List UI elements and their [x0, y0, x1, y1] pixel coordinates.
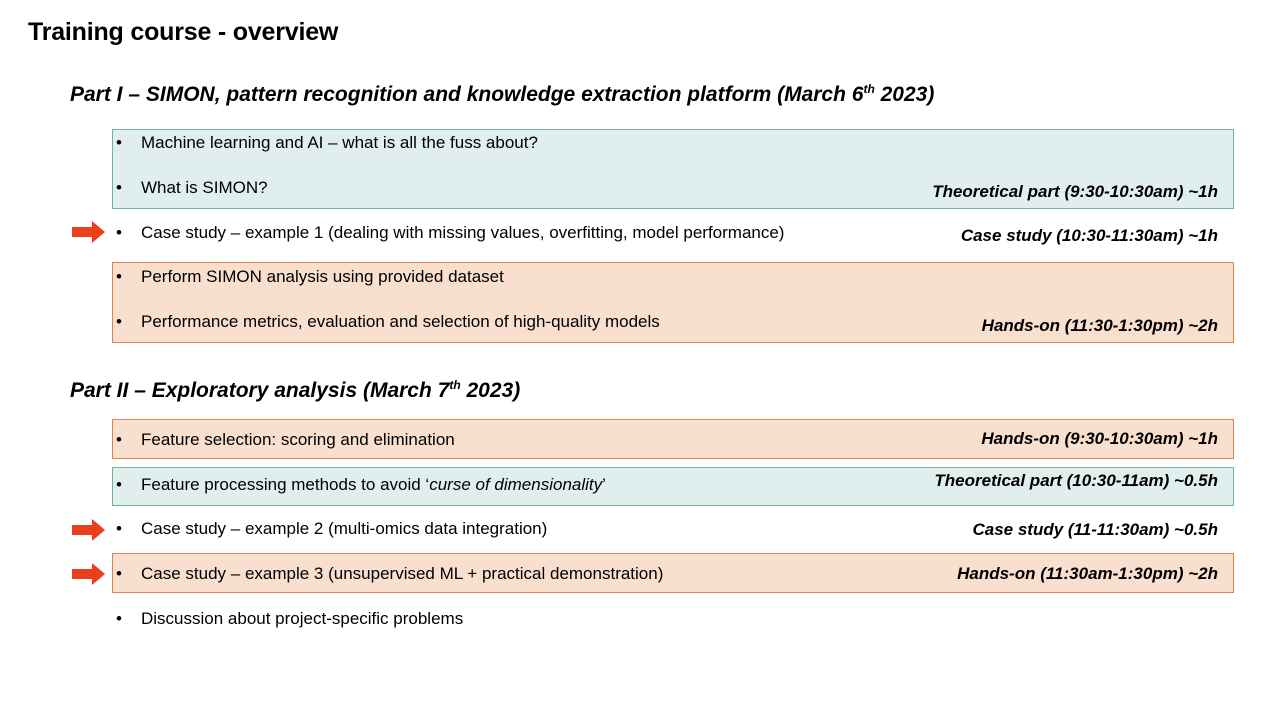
hands-on-note: Hands-on (9:30-10:30am) ~1h	[981, 429, 1218, 448]
list-item: • Performance metrics, evaluation and se…	[116, 311, 1226, 335]
item-text: Case study – example 1 (dealing with mis…	[141, 223, 785, 242]
item-text-pre: Feature processing methods to avoid ‘	[141, 475, 430, 494]
case-study-note: Case study (10:30-11:30am) ~1h	[960, 226, 1218, 245]
case-study-note: Case study (11-11:30am) ~0.5h	[972, 520, 1218, 539]
hands-on-box-part2-2	[112, 553, 1234, 593]
part1-heading: Part I – SIMON, pattern recognition and …	[70, 82, 934, 107]
item-text-post: ’	[602, 475, 606, 494]
hands-on-box-part1	[112, 262, 1234, 343]
part1-heading-main: Part I – SIMON, pattern recognition and …	[70, 83, 864, 106]
bullet: •	[116, 430, 122, 449]
part2-heading-main: Part II – Exploratory analysis (March 7	[70, 379, 450, 402]
bullet: •	[116, 519, 122, 538]
item-text: Case study – example 3 (unsupervised ML …	[141, 564, 664, 583]
bullet: •	[116, 133, 122, 152]
list-item: • Case study – example 2 (multi-omics da…	[116, 518, 1226, 540]
slide-title: Training course - overview	[28, 18, 339, 46]
hands-on-note: Hands-on (11:30-1:30pm) ~2h	[981, 316, 1218, 335]
part2-heading-sup: th	[449, 378, 461, 392]
item-text: Machine learning and AI – what is all th…	[141, 133, 538, 152]
right-arrow-icon	[72, 519, 105, 541]
item-text: Discussion about project-specific proble…	[141, 609, 464, 628]
list-item: • Feature processing methods to avoid ‘c…	[116, 471, 1226, 496]
item-text-emphasis: curse of dimensionality	[429, 475, 603, 494]
bullet: •	[116, 312, 122, 331]
part2-heading-end: 2023)	[460, 379, 521, 402]
list-item: • Discussion about project-specific prob…	[116, 608, 1226, 630]
bullet: •	[116, 178, 122, 197]
bullet: •	[116, 475, 122, 494]
theoretical-note: Theoretical part (10:30-11am) ~0.5h	[934, 471, 1218, 490]
item-text: What is SIMON?	[141, 178, 268, 197]
item-text: Feature selection: scoring and eliminati…	[141, 430, 455, 449]
bullet: •	[116, 267, 122, 286]
list-item: • Case study – example 3 (unsupervised M…	[116, 563, 1226, 585]
bullet: •	[116, 609, 122, 628]
list-item: • Case study – example 1 (dealing with m…	[116, 222, 1226, 245]
part1-heading-end: 2023)	[874, 83, 935, 106]
right-arrow-icon	[72, 221, 105, 243]
theoretical-box-part2	[112, 467, 1234, 506]
list-item: • Machine learning and AI – what is all …	[116, 132, 1226, 154]
item-text: Case study – example 2 (multi-omics data…	[141, 519, 548, 538]
list-item: • Feature selection: scoring and elimina…	[116, 429, 1226, 451]
item-text: Perform SIMON analysis using provided da…	[141, 267, 504, 286]
item-text: Performance metrics, evaluation and sele…	[141, 312, 660, 331]
list-item: • What is SIMON? Theoretical part (9:30-…	[116, 177, 1226, 201]
part2-heading: Part II – Exploratory analysis (March 7t…	[70, 378, 520, 403]
part1-heading-sup: th	[863, 82, 875, 96]
hands-on-note: Hands-on (11:30am-1:30pm) ~2h	[957, 564, 1218, 583]
item-text: Feature processing methods to avoid ‘cur…	[141, 474, 606, 496]
theoretical-box-part1	[112, 129, 1234, 209]
bullet: •	[116, 564, 122, 583]
theoretical-note: Theoretical part (9:30-10:30am) ~1h	[932, 182, 1218, 201]
list-item: • Perform SIMON analysis using provided …	[116, 266, 1226, 288]
bullet: •	[116, 223, 122, 242]
right-arrow-icon	[72, 563, 105, 585]
hands-on-box-part2-1	[112, 419, 1234, 459]
